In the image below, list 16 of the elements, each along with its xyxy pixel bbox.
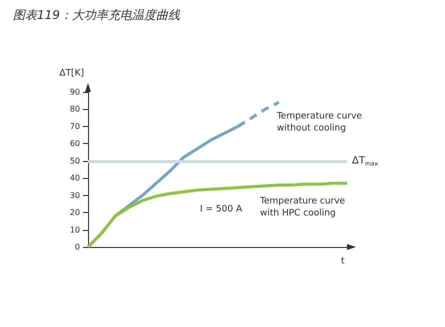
y-tick-label: 10 — [70, 225, 80, 234]
chart-title: 图表119：大功率充电温度曲线 — [13, 8, 181, 22]
y-tick-label: 40 — [70, 174, 80, 183]
y-tick-label: 50 — [70, 156, 80, 166]
y-tick-label: 0 — [74, 242, 80, 252]
y-tick-label: 30 — [70, 190, 80, 200]
series-label: Temperature curve with HPC cooling — [259, 196, 348, 218]
annotation: I = 500 A — [200, 204, 243, 214]
series-label: Temperature curve without cooling — [276, 111, 365, 134]
x-axis-title: t — [341, 256, 345, 266]
y-tick-label: 90 — [70, 88, 80, 96]
y-tick-label: 70 — [70, 122, 80, 131]
y-axis-title: ΔT[K] — [59, 68, 84, 78]
y-tick-label: 60 — [70, 139, 80, 148]
y-tick-label: 80 — [70, 104, 80, 114]
y-tick-label: 20 — [70, 208, 80, 218]
